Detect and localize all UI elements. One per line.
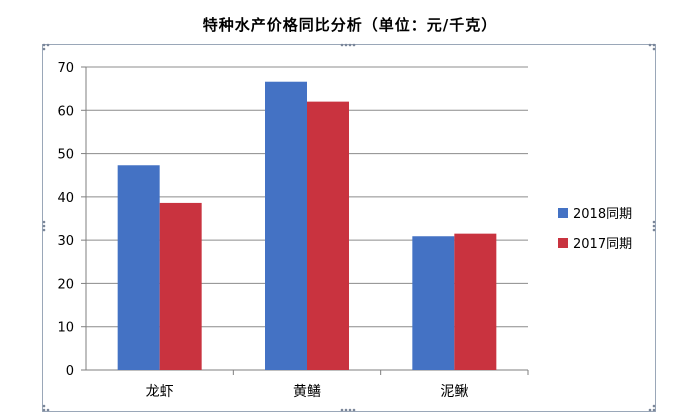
y-tick-label: 60 [57, 104, 74, 119]
legend-entry: 2018同期 [573, 207, 632, 222]
y-tick-label: 20 [57, 277, 74, 292]
y-tick-label: 10 [57, 321, 74, 336]
bar [454, 233, 497, 370]
x-tick-label: 泥鳅 [440, 384, 468, 400]
bars [117, 81, 497, 371]
y-tick-label: 0 [66, 364, 74, 379]
tick-labels: 0 10 20 30 40 50 60 70 龙虾 黄鳝 泥鳅 [57, 61, 468, 400]
x-tick-label: 龙虾 [146, 384, 174, 400]
y-tick-label: 40 [57, 191, 74, 206]
x-tick-label: 黄鳝 [293, 383, 321, 400]
y-tick-label: 30 [57, 234, 74, 249]
bar [307, 101, 349, 370]
y-tick-label: 50 [57, 148, 74, 163]
bar [265, 81, 307, 371]
bar [117, 165, 160, 370]
chart-title: 特种水产价格同比分析（单位：元/千克） [202, 16, 498, 34]
bar [159, 202, 202, 370]
legend-entry: 2017同期 [573, 237, 632, 252]
legend-swatch [558, 238, 568, 248]
legend-swatch [558, 208, 568, 218]
frame-handles[interactable] [42, 43, 656, 412]
y-tick-label: 70 [57, 61, 74, 76]
bar [412, 236, 455, 370]
legend: 2018同期 2017同期 [558, 207, 632, 252]
